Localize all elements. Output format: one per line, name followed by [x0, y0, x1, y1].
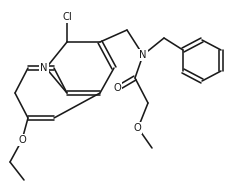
Text: O: O — [18, 135, 26, 145]
Text: Cl: Cl — [62, 12, 72, 22]
Text: O: O — [133, 123, 141, 133]
Text: N: N — [40, 63, 48, 73]
Text: N: N — [139, 50, 147, 60]
Text: O: O — [113, 83, 121, 93]
